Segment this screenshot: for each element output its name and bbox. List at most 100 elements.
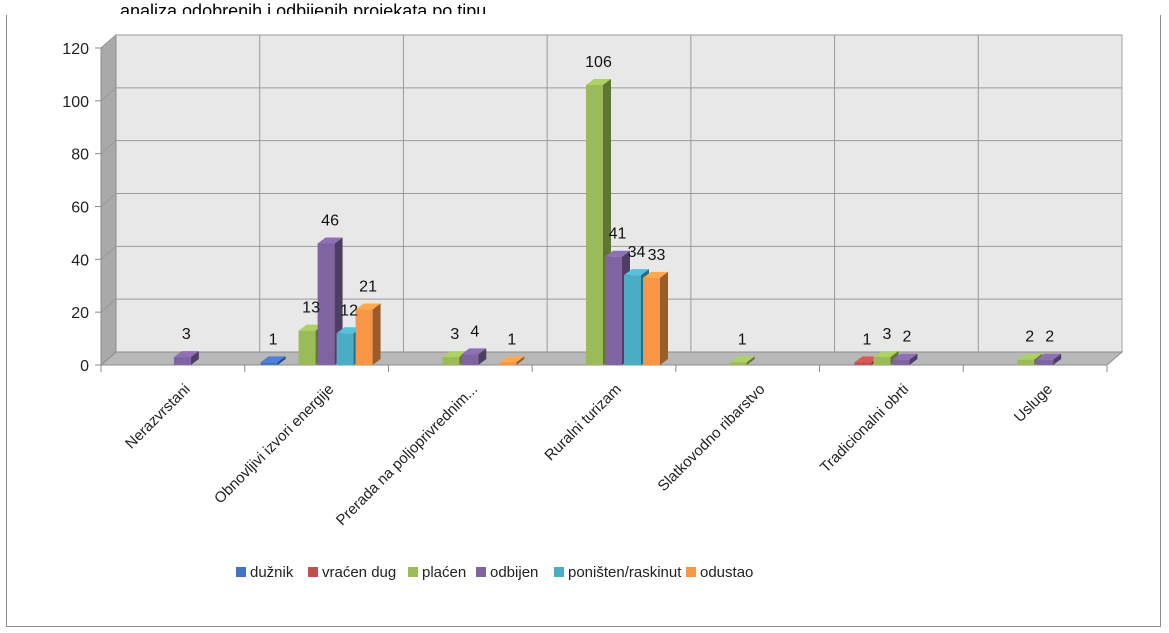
bar-side-odustao-obnovljivi-izvori-energije — [372, 303, 381, 365]
gridline-side-40 — [100, 245, 117, 260]
bar-top-ponisten-raskinut-obnovljivi-izvori-energije — [336, 327, 362, 334]
legend-item-vracen-dug: vraćen dug — [308, 564, 396, 581]
bar-front-placen-obnovljivi-izvori-energije — [298, 330, 316, 365]
bar-front-odbijen-tradicionalni-obrti — [892, 359, 910, 365]
gridline-side-20 — [100, 298, 117, 313]
bar-odustao-obnovljivi-izvori-energije — [355, 303, 381, 365]
legend-swatch-duznik — [236, 567, 246, 577]
bar-top-placen-obnovljivi-izvori-energije — [298, 324, 324, 331]
legend-swatch-vracen-dug — [308, 567, 318, 577]
gridline-side-80 — [100, 140, 117, 155]
bar-odustao-prerada-na-poljoprivrednim — [499, 356, 525, 365]
bar-top-vracen-dug-tradicionalni-obrti — [854, 356, 880, 363]
bar-odbijen-tradicionalni-obrti — [892, 353, 918, 365]
data-label-placen-slatkovodno-ribarstvo: 1 — [738, 331, 747, 348]
data-label-ponisten-raskinut-obnovljivi-izvori-energije: 12 — [340, 302, 358, 319]
y-axis: 0 20 40 60 80 100 120 — [62, 41, 102, 375]
bar-front-odustao-obnovljivi-izvori-energije — [355, 309, 373, 365]
bar-front-ponisten-raskinut-obnovljivi-izvori-energije — [336, 333, 354, 365]
bar-odbijen-nerazvrstani — [173, 351, 199, 365]
bar-side-odustao-prerada-na-poljoprivrednim — [516, 356, 525, 365]
data-label-odustao-obnovljivi-izvori-energije: 21 — [359, 279, 377, 296]
bar-top-odustao-prerada-na-poljoprivrednim — [499, 356, 525, 363]
bar-front-placen-usluge — [1017, 359, 1035, 365]
category-label-usluge: Usluge — [1011, 381, 1056, 426]
y-tick-label-100: 100 — [62, 94, 89, 111]
bar-odbijen-usluge — [1036, 353, 1062, 365]
legend-label-odbijen: odbijen — [490, 564, 538, 581]
legend[interactable]: dužnik vraćen dug plaćen odbijen poništen/ra… — [236, 564, 753, 581]
data-label-odbijen-ruralni-turizam: 41 — [609, 226, 627, 243]
bar-front-odustao-ruralni-turizam — [643, 277, 660, 365]
bar-side-duznik-obnovljivi-izvori-energije — [277, 356, 286, 365]
bar-top-odbijen-usluge — [1036, 353, 1062, 360]
bar-front-placen-tradicionalni-obrti — [873, 357, 891, 365]
bar-front-odbijen-obnovljivi-izvori-energije — [317, 243, 335, 365]
chart-gridlines — [100, 34, 1122, 352]
bar-side-odbijen-prerada-na-poljoprivrednim — [478, 348, 487, 365]
bar-front-vracen-dug-tradicionalni-obrti — [854, 362, 872, 365]
bar-top-odbijen-ruralni-turizam — [605, 250, 630, 257]
data-label-placen-usluge: 2 — [1025, 329, 1034, 346]
bar-top-odbijen-prerada-na-poljoprivrednim — [461, 348, 487, 355]
bar-front-odbijen-nerazvrstani — [173, 357, 191, 365]
data-label-odbijen-usluge: 2 — [1045, 329, 1054, 346]
legend-item-odbijen: odbijen — [476, 564, 538, 581]
legend-item-ponisten-raskinut: poništen/raskinut — [554, 564, 682, 581]
category-label-nerazvrstani: Nerazvrstani — [122, 381, 194, 453]
bar-front-placen-prerada-na-poljoprivrednim — [442, 357, 460, 365]
legend-swatch-odbijen — [476, 567, 486, 577]
bar-front-ponisten-raskinut-ruralni-turizam — [624, 275, 641, 365]
bars — [173, 78, 1062, 365]
legend-label-duznik: dužnik — [250, 564, 294, 581]
bar-top-placen-prerada-na-poljoprivrednim — [442, 351, 468, 358]
bar-front-odbijen-usluge — [1036, 359, 1054, 365]
legend-swatch-placen — [408, 567, 418, 577]
y-tick-label-80: 80 — [71, 147, 89, 164]
legend-label-vracen-dug: vraćen dug — [322, 564, 396, 581]
data-label-placen-obnovljivi-izvori-energije: 13 — [302, 300, 320, 317]
y-tick-label-0: 0 — [80, 358, 89, 375]
bar-side-odbijen-usluge — [1053, 353, 1062, 365]
category-label-tradicionalni-obrti: Tradicionalni obrti — [817, 381, 912, 476]
bar-top-ponisten-raskinut-ruralni-turizam — [624, 269, 649, 276]
y-tick-label-20: 20 — [71, 305, 89, 322]
bar-front-duznik-obnovljivi-izvori-energije — [260, 362, 278, 365]
legend-swatch-odustao — [686, 567, 696, 577]
bar-top-placen-slatkovodno-ribarstvo — [729, 356, 755, 363]
legend-item-odustao: odustao — [686, 564, 753, 581]
bar-side-odbijen-nerazvrstani — [190, 351, 199, 365]
category-label-ruralni-turizam: Ruralni turizam — [541, 381, 624, 464]
bar-placen-slatkovodno-ribarstvo — [729, 356, 755, 365]
data-label-odbijen-tradicionalni-obrti: 2 — [902, 329, 911, 346]
data-label-odustao-ruralni-turizam: 33 — [648, 247, 666, 264]
legend-item-duznik: dužnik — [236, 564, 294, 581]
y-tick-label-60: 60 — [71, 200, 89, 217]
bar-top-odbijen-obnovljivi-izvori-energije — [317, 237, 343, 244]
category-label-slatkovodno-ribarstvo: Slatkovodno ribarstvo — [655, 381, 769, 495]
bar-front-odbijen-prerada-na-poljoprivrednim — [461, 354, 479, 365]
cropped-heading-text: analiza odobrenih i odbijenih projekata … — [120, 1, 487, 14]
gridline-side-120 — [100, 34, 117, 49]
bar-front-odbijen-ruralni-turizam — [605, 256, 622, 365]
bar-front-odustao-prerada-na-poljoprivrednim — [499, 362, 517, 365]
bar-side-odustao-ruralni-turizam — [660, 271, 668, 365]
data-label-odbijen-prerada-na-poljoprivrednim: 4 — [470, 323, 479, 340]
category-label-obnovljivi-izvori-energije: Obnovljivi izvori energije — [211, 381, 337, 507]
bar-odbijen-prerada-na-poljoprivrednim — [461, 348, 487, 365]
data-label-duznik-obnovljivi-izvori-energije: 1 — [269, 331, 278, 348]
data-label-placen-ruralni-turizam: 106 — [585, 54, 612, 71]
bar-top-odustao-obnovljivi-izvori-energije — [355, 303, 381, 310]
bar-top-placen-tradicionalni-obrti — [873, 351, 899, 358]
legend-label-placen: plaćen — [422, 564, 466, 581]
data-label-placen-tradicionalni-obrti: 3 — [882, 326, 891, 343]
gridline-side-60 — [100, 193, 117, 207]
bar-top-placen-ruralni-turizam — [586, 78, 611, 85]
bar-top-odbijen-nerazvrstani — [173, 351, 199, 358]
data-label-odustao-prerada-na-poljoprivrednim: 1 — [507, 331, 516, 348]
data-label-placen-prerada-na-poljoprivrednim: 3 — [450, 326, 459, 343]
bar-side-odbijen-tradicionalni-obrti — [909, 353, 918, 365]
data-label-odbijen-obnovljivi-izvori-energije: 46 — [321, 212, 339, 229]
legend-label-odustao: odustao — [700, 564, 753, 581]
